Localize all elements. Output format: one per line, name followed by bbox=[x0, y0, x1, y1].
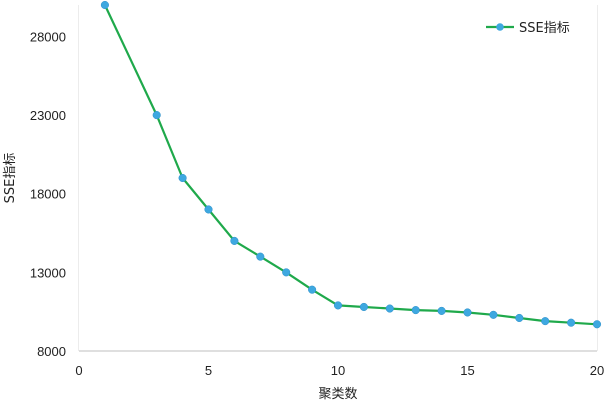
data-point bbox=[204, 205, 213, 214]
data-point bbox=[282, 268, 291, 277]
data-point bbox=[541, 317, 550, 326]
tick-labels: 0 5 10 15 20 8000 13000 18000 23000 28000 bbox=[30, 29, 604, 378]
data-point bbox=[333, 301, 343, 310]
x-tick-label: 5 bbox=[205, 363, 212, 378]
data-point bbox=[437, 306, 446, 315]
legend: SSE指标 bbox=[486, 21, 570, 36]
x-tick-label: 20 bbox=[590, 363, 604, 378]
plot-area bbox=[79, 5, 597, 351]
data-point bbox=[592, 320, 602, 329]
x-tick-label: 10 bbox=[331, 363, 345, 378]
y-tick-label: 28000 bbox=[30, 29, 66, 44]
data-point bbox=[411, 306, 420, 315]
data-point bbox=[100, 0, 109, 10]
data-point bbox=[567, 318, 576, 327]
series-layer bbox=[100, 0, 602, 329]
y-tick-label: 18000 bbox=[30, 187, 66, 202]
y-axis-title: SSE指标 bbox=[3, 153, 18, 204]
y-tick-label: 13000 bbox=[30, 265, 66, 280]
y-tick-label: 8000 bbox=[37, 344, 66, 359]
plot-frame bbox=[79, 5, 597, 352]
data-point bbox=[385, 304, 394, 313]
legend-label: SSE指标 bbox=[519, 21, 570, 36]
x-tick-label: 0 bbox=[75, 363, 82, 378]
data-point bbox=[489, 310, 498, 319]
y-tick-label: 23000 bbox=[30, 108, 66, 123]
data-point bbox=[152, 111, 161, 120]
data-point bbox=[178, 173, 187, 183]
x-tick-label: 15 bbox=[460, 363, 474, 378]
data-point bbox=[230, 236, 239, 245]
data-point bbox=[256, 252, 265, 261]
data-point bbox=[463, 308, 472, 317]
data-point bbox=[308, 285, 317, 294]
legend-marker bbox=[496, 23, 504, 31]
x-axis-title: 聚类数 bbox=[318, 387, 357, 401]
data-point bbox=[359, 302, 368, 312]
data-point bbox=[515, 313, 524, 323]
